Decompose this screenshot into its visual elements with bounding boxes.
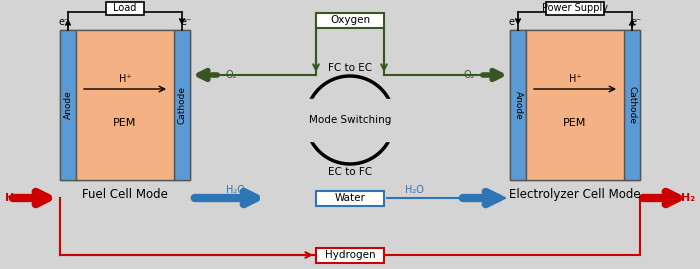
Text: PEM: PEM	[113, 118, 136, 128]
Bar	[526, 30, 624, 180]
Text: FC to EC: FC to EC	[328, 63, 372, 73]
Text: Mode Switching: Mode Switching	[309, 115, 391, 125]
Text: PEM: PEM	[564, 118, 587, 128]
Text: e⁻: e⁻	[508, 17, 519, 27]
Bar	[546, 2, 604, 15]
Bar	[316, 247, 384, 263]
Bar	[60, 30, 76, 180]
Text: EC to FC: EC to FC	[328, 167, 372, 177]
Text: H⁺: H⁺	[119, 74, 132, 84]
Text: Electrolyzer Cell Mode: Electrolyzer Cell Mode	[509, 188, 640, 201]
Bar	[106, 2, 144, 15]
Text: O₂: O₂	[463, 70, 475, 80]
Text: Oxygen: Oxygen	[330, 15, 370, 25]
Text: e⁻: e⁻	[631, 17, 642, 27]
Text: e⁻: e⁻	[181, 17, 192, 27]
Text: e⁻: e⁻	[58, 17, 69, 27]
Text: Load: Load	[113, 3, 136, 13]
Text: Cathode: Cathode	[627, 86, 636, 124]
Text: Hydrogen: Hydrogen	[325, 250, 375, 260]
Bar	[174, 30, 190, 180]
Text: Fuel Cell Mode: Fuel Cell Mode	[82, 188, 168, 201]
Text: H₂O: H₂O	[405, 185, 424, 195]
Text: O₂: O₂	[225, 70, 237, 80]
Text: H⁺: H⁺	[568, 74, 581, 84]
Text: H₂: H₂	[681, 193, 695, 203]
Text: H₂: H₂	[5, 193, 19, 203]
Bar	[76, 30, 174, 180]
Text: Anode: Anode	[64, 91, 73, 119]
Bar	[316, 190, 384, 206]
Bar	[316, 12, 384, 27]
Text: Water: Water	[335, 193, 365, 203]
Text: Power Supply: Power Supply	[542, 3, 608, 13]
Bar	[60, 30, 190, 180]
Bar	[510, 30, 526, 180]
Text: Cathode: Cathode	[178, 86, 186, 124]
Bar	[510, 30, 640, 180]
Bar	[624, 30, 640, 180]
Text: Anode: Anode	[514, 91, 522, 119]
Text: H₂O: H₂O	[225, 185, 244, 195]
